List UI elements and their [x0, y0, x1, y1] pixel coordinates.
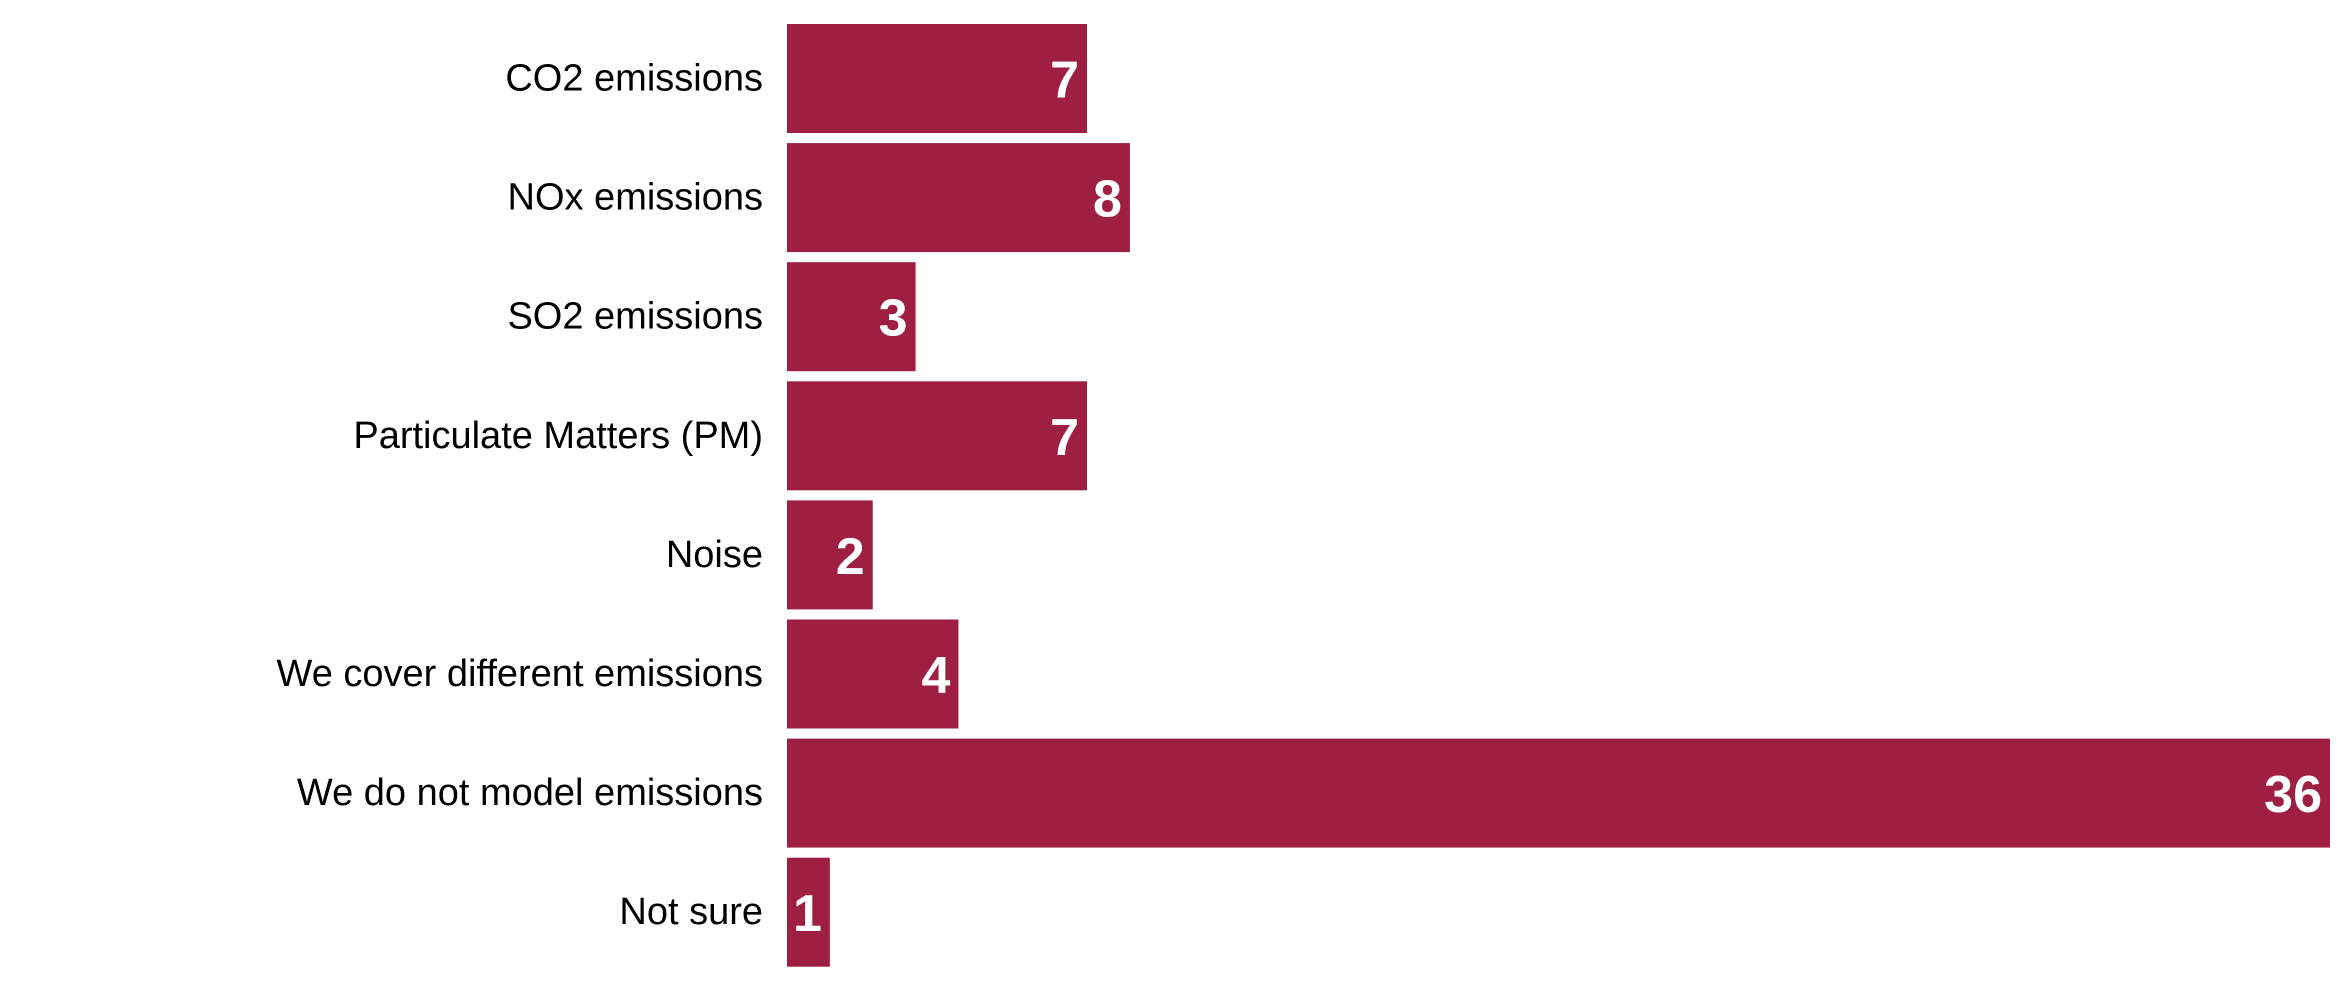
value-label-0: 7	[1050, 52, 1079, 110]
bar-1	[787, 143, 1130, 253]
value-label-6: 36	[2264, 766, 2322, 824]
value-label-7: 1	[793, 885, 822, 943]
value-label-1: 8	[1093, 171, 1122, 229]
category-label-2: SO2 emissions	[507, 296, 763, 338]
category-label-1: NOx emissions	[508, 177, 764, 219]
bar-7	[787, 857, 830, 967]
value-label-5: 4	[922, 647, 951, 705]
value-labels-group: 7 8 3 7 2 4 36 1	[793, 52, 2322, 944]
category-label-4: Noise	[666, 534, 763, 576]
bar-5	[787, 619, 959, 729]
bars-group	[787, 24, 2330, 967]
bar-0	[787, 24, 1088, 133]
category-label-5: We cover different emissions	[277, 653, 763, 695]
category-labels-group: CO2 emissions NOx emissions SO2 emissions P…	[277, 58, 763, 934]
bar-2	[787, 262, 916, 372]
category-label-6: We do not model emissions	[297, 772, 763, 814]
bar-6	[787, 738, 2330, 848]
bar-4	[787, 500, 873, 610]
category-label-0: CO2 emissions	[505, 58, 763, 100]
value-label-3: 7	[1050, 409, 1079, 467]
value-label-2: 3	[879, 290, 908, 348]
value-label-4: 2	[836, 528, 865, 586]
category-label-3: Particulate Matters (PM)	[353, 415, 763, 457]
bar-3	[787, 381, 1088, 491]
category-label-7: Not sure	[619, 891, 763, 933]
